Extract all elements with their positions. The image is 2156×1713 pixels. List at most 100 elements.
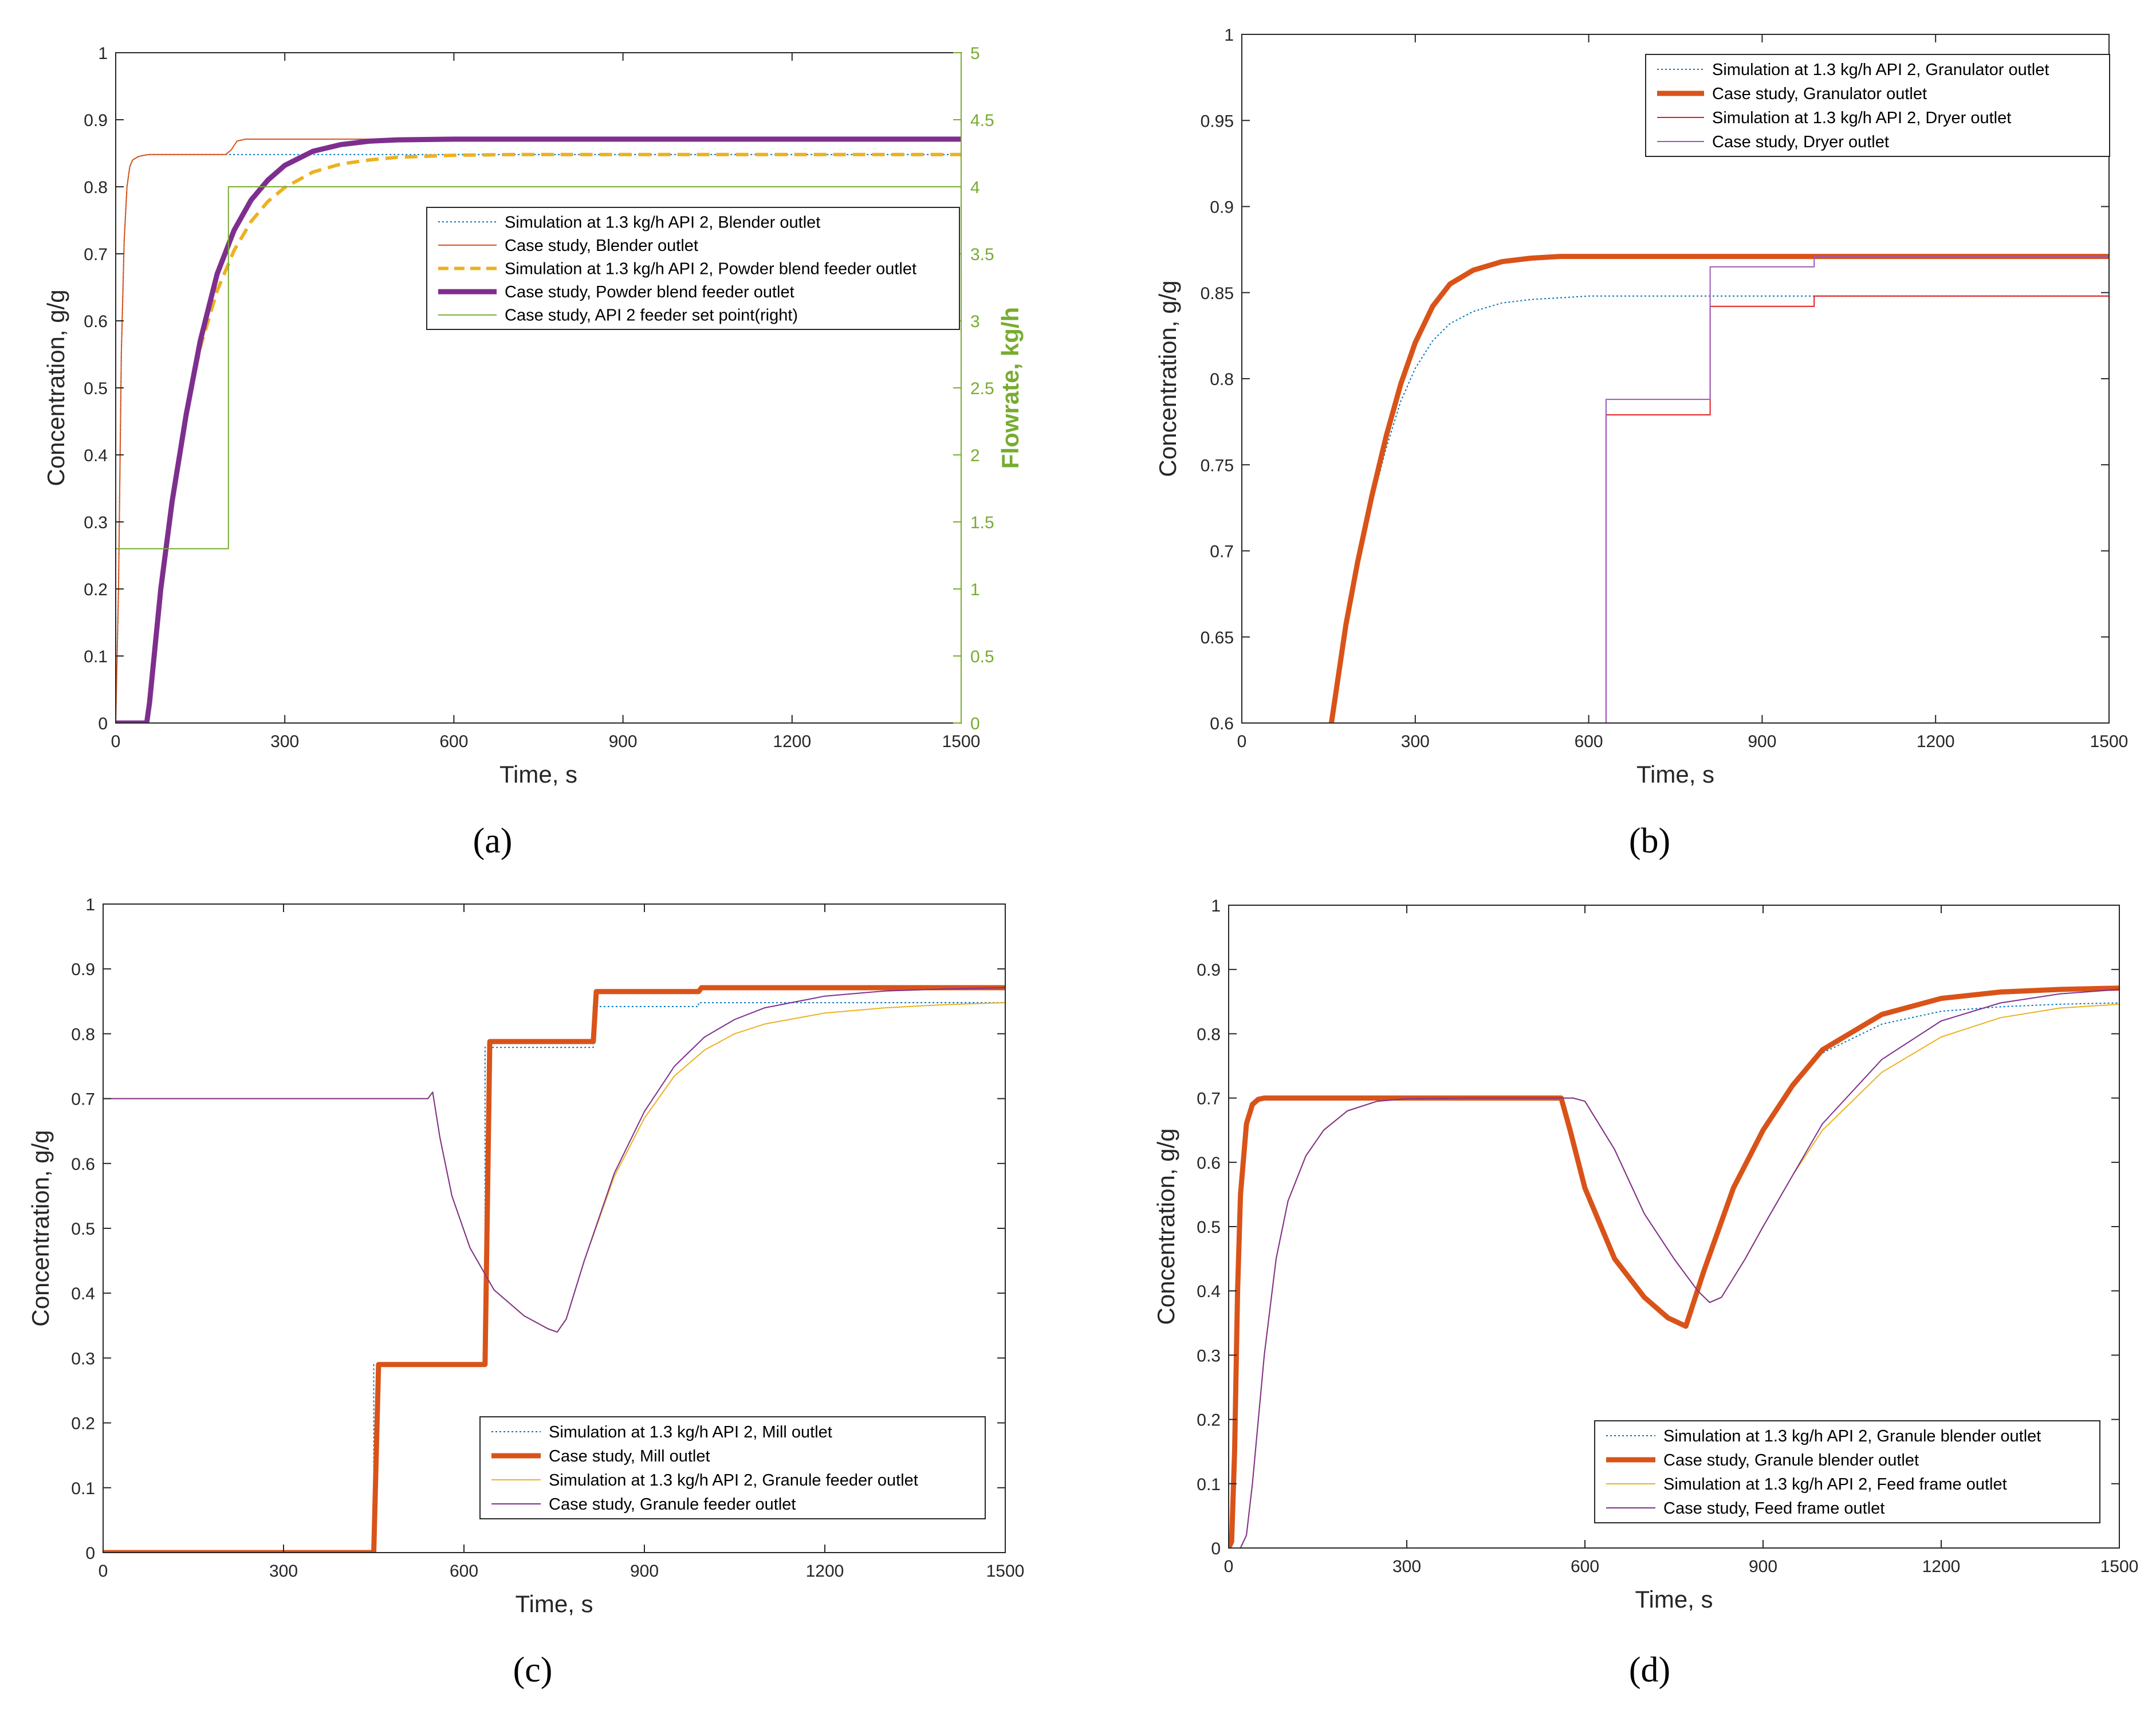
panel-a-ytick-label: 0.3 xyxy=(84,513,108,532)
panel-c-series-line-2 xyxy=(103,985,1005,1553)
panel-d-label: (d) xyxy=(1629,1651,1670,1690)
panel-d: 0 300 600 900 1200 1500 0 0.1 0.2 0.3 0.4 0.5 0.6 0.7… xyxy=(1152,897,2138,1690)
panel-c-x-axis-label: Time, s xyxy=(515,1590,593,1617)
panel-d-ytick-label: 0.7 xyxy=(1197,1090,1221,1109)
panel-c-legend-label-3: Simulation at 1.3 kg/h API 2, Granule fe… xyxy=(549,1471,918,1490)
panel-b-ytick-label: 0.95 xyxy=(1201,112,1234,131)
panel-b: 0 300 600 900 1200 1500 0.6 0.65 0.7 0.75 0.8 0.85 0… xyxy=(1154,26,2128,861)
panel-a-legend-label-3: Simulation at 1.3 kg/h API 2, Powder ble… xyxy=(505,260,916,278)
panel-b-legend-box xyxy=(1645,54,2110,157)
panel-a-y2tick-label: 2.5 xyxy=(970,379,994,398)
panel-d-ytick-label: 0.5 xyxy=(1197,1218,1221,1237)
panel-a-y2tick-label: 4.5 xyxy=(970,111,994,130)
panel-a-ytick-label: 0.6 xyxy=(84,312,108,331)
panel-b-xtick-label: 300 xyxy=(1401,732,1430,751)
panel-b-xtick-label: 1500 xyxy=(2090,732,2129,751)
panel-a-legend: Simulation at 1.3 kg/h API 2, Blender ou… xyxy=(426,207,960,330)
panel-a-legend-label-1: Simulation at 1.3 kg/h API 2, Blender ou… xyxy=(505,213,820,231)
panel-c-xtick-label: 1200 xyxy=(806,1562,844,1581)
panel-c-ytick-label: 0.8 xyxy=(71,1025,95,1044)
panel-a-ytick-label: 0.9 xyxy=(84,111,108,130)
panel-c-ytick-label: 0.2 xyxy=(71,1415,95,1433)
panel-d-xtick-label: 1200 xyxy=(1922,1557,1961,1576)
panel-b-legend-label-2: Case study, Granulator outlet xyxy=(1712,85,1927,103)
panel-c-ytick-label: 0.6 xyxy=(71,1155,95,1174)
panel-a-xtick-label: 300 xyxy=(270,732,299,751)
panel-a-xtick-label: 1200 xyxy=(773,732,811,751)
panel-d-ytick-label: 0 xyxy=(1211,1539,1221,1558)
panel-a-label: (a) xyxy=(473,822,513,861)
panel-b-series-line-2 xyxy=(1328,254,2109,723)
panel-a-y2tick-label: 1.5 xyxy=(970,513,994,532)
panel-a: 0 300 600 900 1200 150000.10.20.30.40.50.60.7… xyxy=(42,44,1024,861)
panel-c-xtick-label: 1500 xyxy=(986,1562,1025,1581)
panel-c-ytick-label: 0.7 xyxy=(71,1090,95,1109)
panel-a-xtick-label: 900 xyxy=(609,732,638,751)
panel-a-y2tick-label: 1 xyxy=(970,580,980,599)
panel-a-legend-label-5: Case study, API 2 feeder set point(right… xyxy=(505,307,798,325)
panel-a-y2tick-label: 0.5 xyxy=(970,647,994,666)
panel-c-ytick-label: 0.5 xyxy=(71,1220,95,1239)
panel-d-ytick-label: 1 xyxy=(1211,897,1221,916)
panel-a-x-axis-label: Time, s xyxy=(499,761,577,788)
panel-d-ytick-label: 0.8 xyxy=(1197,1025,1221,1044)
panel-c-legend-label-2: Case study, Mill outlet xyxy=(549,1447,710,1466)
panel-b-ytick-label: 0.7 xyxy=(1210,543,1234,561)
panel-d-legend-label-2: Case study, Granule blender outlet xyxy=(1663,1451,1919,1470)
panel-a-ytick-label: 0.7 xyxy=(84,245,108,264)
panel-d-legend-label-4: Case study, Feed frame outlet xyxy=(1663,1499,1884,1518)
panel-d-series xyxy=(1229,985,2119,1548)
panel-d-ytick-label: 0.4 xyxy=(1197,1282,1221,1301)
panel-d-xtick-label: 600 xyxy=(1571,1557,1599,1576)
panel-a-y2-axis-label: Flowrate, kg/h xyxy=(997,307,1024,469)
panel-c-ytick-label: 0 xyxy=(85,1544,95,1563)
panel-d-series-line-2 xyxy=(1229,985,2119,1548)
panel-a-series xyxy=(116,136,961,723)
panel-a-legend-label-4: Case study, Powder blend feeder outlet xyxy=(505,283,794,301)
panel-c-xtick-label: 300 xyxy=(269,1562,298,1581)
panel-a-y2tick-label: 3 xyxy=(970,312,980,331)
panel-b-series-line-1 xyxy=(1331,295,2109,723)
panel-a-ytick-label: 0.4 xyxy=(84,446,108,465)
panel-b-legend-label-3: Simulation at 1.3 kg/h API 2, Dryer outl… xyxy=(1712,109,2011,127)
panel-b-ytick-label: 0.6 xyxy=(1210,714,1234,733)
panel-b-ytick-label: 0.8 xyxy=(1210,370,1234,389)
panel-d-legend-label-1: Simulation at 1.3 kg/h API 2, Granule bl… xyxy=(1663,1427,2041,1445)
panel-a-ytick-label: 0.2 xyxy=(84,580,108,599)
panel-a-xtick-label: 1500 xyxy=(942,732,981,751)
panel-d-xtick-label: 1500 xyxy=(2100,1557,2139,1576)
panel-a-legend-label-2: Case study, Blender outlet xyxy=(505,237,698,255)
panel-a-ytick-label: 0.1 xyxy=(84,647,108,666)
panel-a-y2tick-label: 3.5 xyxy=(970,245,994,264)
panel-d-xtick-label: 300 xyxy=(1392,1557,1421,1576)
panel-b-ytick-label: 1 xyxy=(1224,26,1234,45)
panel-d-ytick-label: 0.6 xyxy=(1197,1154,1221,1173)
panel-c-series xyxy=(103,985,1005,1553)
panel-c: 0 300 600 900 1200 1500 0 0.1 0.2 0.3 0.4 0.5 0.6 0.7… xyxy=(27,895,1024,1690)
panel-b-ytick-label: 0.9 xyxy=(1210,198,1234,217)
panel-c-ytick-label: 0.3 xyxy=(71,1349,95,1368)
panel-c-ytick-label: 0.1 xyxy=(71,1479,95,1498)
panel-c-xtick-label: 900 xyxy=(630,1562,659,1581)
panel-a-series-line-5 xyxy=(116,186,961,549)
panel-b-xtick-label: 600 xyxy=(1575,732,1603,751)
panel-b-legend-label-4: Case study, Dryer outlet xyxy=(1712,133,1889,151)
panel-b-series xyxy=(1328,254,2109,723)
panel-b-y-axis-label: Concentration, g/g xyxy=(1154,280,1181,477)
panel-c-ytick-label: 0.9 xyxy=(71,960,95,979)
panel-a-y2tick-label: 2 xyxy=(970,446,980,465)
panel-b-x-axis-label: Time, s xyxy=(1636,761,1714,788)
panel-d-legend: Simulation at 1.3 kg/h API 2, Granule bl… xyxy=(1594,1420,2100,1523)
panel-c-series-line-4 xyxy=(103,987,1005,1333)
panel-d-ytick-label: 0.2 xyxy=(1197,1411,1221,1430)
panel-a-ytick-label: 1 xyxy=(98,44,108,63)
panel-d-legend-box xyxy=(1594,1420,2100,1523)
panel-d-ytick-label: 0.9 xyxy=(1197,961,1221,980)
panel-b-xtick-label: 900 xyxy=(1748,732,1776,751)
panel-c-y-axis-label: Concentration, g/g xyxy=(27,1130,54,1326)
panel-a-y2tick-label: 0 xyxy=(970,714,980,733)
panel-a-series-line-2 xyxy=(116,138,961,723)
panel-c-legend-box xyxy=(479,1416,986,1519)
panel-d-ytick-label: 0.1 xyxy=(1197,1475,1221,1494)
panel-c-label: (c) xyxy=(513,1651,553,1690)
